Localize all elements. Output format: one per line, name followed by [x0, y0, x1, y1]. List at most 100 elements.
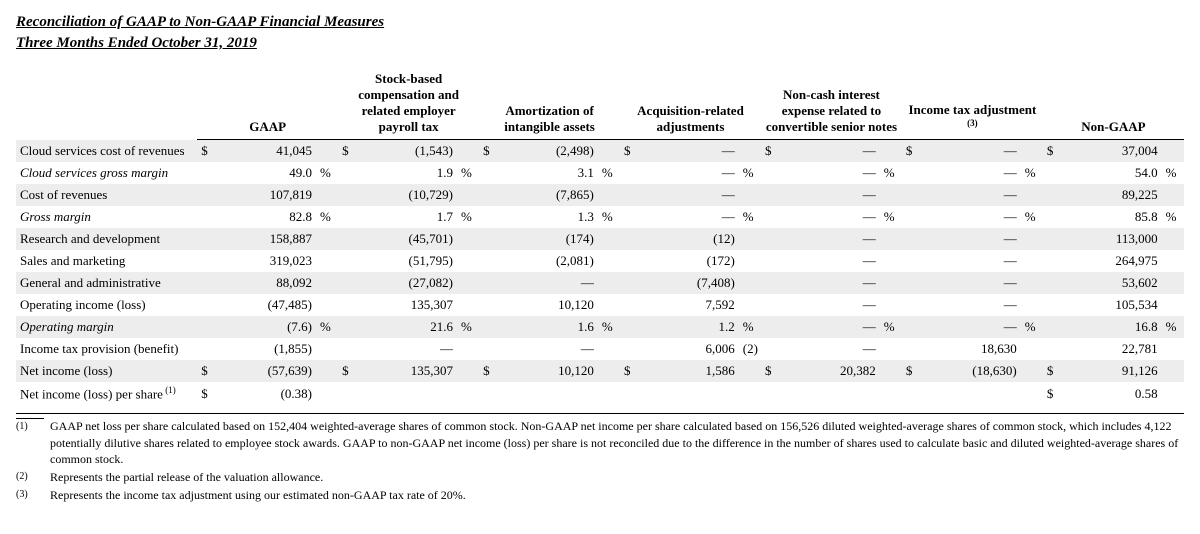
cell-value [920, 382, 1021, 405]
cell-value: 91,126 [1061, 360, 1162, 382]
currency-symbol [479, 162, 497, 184]
cell-value: — [920, 206, 1021, 228]
currency-symbol [761, 316, 779, 338]
cell-tail: % [316, 162, 338, 184]
cell-value: (18,630) [920, 360, 1021, 382]
cell-value: (2,498) [497, 140, 598, 163]
cell-value [779, 382, 880, 405]
cell-tail: % [880, 316, 902, 338]
currency-symbol [761, 382, 779, 405]
currency-symbol [338, 316, 356, 338]
currency-symbol [761, 250, 779, 272]
currency-symbol [1043, 338, 1061, 360]
cell-tail [457, 294, 479, 316]
table-row: Gross margin82.8%1.7%1.3%—%—%—%85.8% [16, 206, 1184, 228]
cell-value: (27,082) [356, 272, 457, 294]
cell-value: 3.1 [497, 162, 598, 184]
cell-value: 49.0 [215, 162, 316, 184]
currency-symbol [197, 294, 215, 316]
currency-symbol [338, 228, 356, 250]
currency-symbol: $ [479, 140, 497, 163]
cell-tail [1021, 250, 1043, 272]
cell-value: — [638, 162, 739, 184]
cell-tail [457, 360, 479, 382]
cell-tail [880, 140, 902, 163]
col-header-tax: Income tax adjustment (3) [902, 68, 1043, 140]
currency-symbol [902, 338, 920, 360]
cell-value: — [920, 316, 1021, 338]
cell-value: 18,630 [920, 338, 1021, 360]
currency-symbol [1043, 294, 1061, 316]
cell-tail [457, 140, 479, 163]
cell-value: (7,865) [497, 184, 598, 206]
cell-value: 10,120 [497, 360, 598, 382]
cell-tail [739, 360, 761, 382]
cell-tail: % [457, 206, 479, 228]
cell-value: — [779, 294, 880, 316]
cell-tail: % [598, 206, 620, 228]
currency-symbol [479, 206, 497, 228]
table-row: Net income (loss) per share (1)$(0.38)$0… [16, 382, 1184, 405]
cell-value: (7.6) [215, 316, 316, 338]
cell-tail [598, 360, 620, 382]
cell-value: (172) [638, 250, 739, 272]
cell-value: 113,000 [1061, 228, 1162, 250]
cell-value: 89,225 [1061, 184, 1162, 206]
cell-tail [1021, 140, 1043, 163]
cell-tail [739, 272, 761, 294]
reconciliation-table: GAAP Stock-based compensation and relate… [16, 68, 1184, 405]
cell-tail [1162, 338, 1184, 360]
currency-symbol [761, 184, 779, 206]
currency-symbol [197, 338, 215, 360]
cell-value: — [497, 338, 598, 360]
currency-symbol [902, 206, 920, 228]
cell-value: 88,092 [215, 272, 316, 294]
row-label: Operating income (loss) [16, 294, 197, 316]
cell-value: — [920, 272, 1021, 294]
cell-tail [1162, 360, 1184, 382]
cell-value: 1.2 [638, 316, 739, 338]
cell-value: — [638, 206, 739, 228]
table-row: Cloud services gross margin49.0%1.9%3.1%… [16, 162, 1184, 184]
cell-tail [1021, 228, 1043, 250]
cell-tail [880, 382, 902, 405]
cell-tail: % [598, 316, 620, 338]
cell-value: — [779, 272, 880, 294]
cell-tail [457, 250, 479, 272]
cell-tail [880, 184, 902, 206]
cell-tail [1021, 338, 1043, 360]
row-label: Cloud services gross margin [16, 162, 197, 184]
cell-tail [739, 382, 761, 405]
cell-value: — [920, 228, 1021, 250]
cell-tail [880, 228, 902, 250]
cell-tail [598, 228, 620, 250]
cell-value: (1,543) [356, 140, 457, 163]
cell-value: 105,534 [1061, 294, 1162, 316]
cell-tail [316, 360, 338, 382]
cell-value: (12) [638, 228, 739, 250]
currency-symbol [761, 272, 779, 294]
currency-symbol [1043, 316, 1061, 338]
currency-symbol [338, 338, 356, 360]
cell-tail: (2) [739, 338, 761, 360]
cell-tail [880, 360, 902, 382]
cell-tail [457, 382, 479, 405]
cell-value: (57,639) [215, 360, 316, 382]
cell-value [497, 382, 598, 405]
cell-value: — [920, 250, 1021, 272]
cell-tail [1162, 140, 1184, 163]
cell-tail: % [316, 206, 338, 228]
cell-value: (7,408) [638, 272, 739, 294]
cell-value: (51,795) [356, 250, 457, 272]
cell-value: (10,729) [356, 184, 457, 206]
currency-symbol [620, 272, 638, 294]
currency-symbol [479, 294, 497, 316]
table-row: Operating margin(7.6)%21.6%1.6%1.2%—%—%1… [16, 316, 1184, 338]
cell-value: — [779, 228, 880, 250]
currency-symbol [902, 316, 920, 338]
cell-tail [880, 338, 902, 360]
cell-value: (47,485) [215, 294, 316, 316]
cell-tail [1021, 184, 1043, 206]
row-label: Sales and marketing [16, 250, 197, 272]
cell-tail: % [457, 162, 479, 184]
